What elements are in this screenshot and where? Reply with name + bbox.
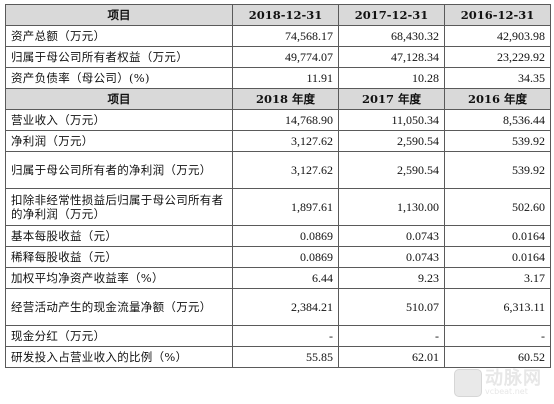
row-label: 归属于母公司所有者权益（万元） [5,46,233,68]
header-cell: 2016 年度 [444,88,551,110]
value-cell: 11.91 [232,67,339,89]
financial-summary-table: 项目 2018-12-31 2017-12-31 2016-12-31 资产总额… [5,4,551,368]
table-header-row: 项目 2018-12-31 2017-12-31 2016-12-31 [5,4,551,26]
row-label: 资产负债率（母公司）(%) [5,67,233,89]
row-label: 稀释每股收益（元） [5,246,233,268]
value-cell: 1,897.61 [232,188,339,226]
table-row: 资产总额（万元） 74,568.17 68,430.32 42,903.98 [5,25,551,47]
row-label: 净利润（万元） [5,130,233,152]
watermark-text: 动脉网 vcbeat.net [485,370,542,396]
value-cell: 0.0743 [338,246,445,268]
table-row: 归属于母公司所有者权益（万元） 49,774.07 47,128.34 23,2… [5,46,551,68]
row-label: 现金分红（万元） [5,325,233,347]
row-label: 扣除非经常性损益后归属于母公司所有者的净利润（万元） [5,188,233,226]
value-cell: 60.52 [444,346,551,368]
row-label: 资产总额（万元） [5,25,233,47]
value-cell: 23,229.92 [444,46,551,68]
header-cell: 2018 年度 [232,88,339,110]
row-label: 经营活动产生的现金流量净额（万元） [5,288,233,326]
table-row: 基本每股收益（元） 0.0869 0.0743 0.0164 [5,225,551,247]
value-cell: 10.28 [338,67,445,89]
value-cell: 2,590.54 [338,130,445,152]
value-cell: 539.92 [444,151,551,189]
table-row: 稀释每股收益（元） 0.0869 0.0743 0.0164 [5,246,551,268]
table-row: 经营活动产生的现金流量净额（万元） 2,384.21 510.07 6,313.… [5,288,551,326]
table-header-row: 项目 2018 年度 2017 年度 2016 年度 [5,88,551,110]
value-cell: - [338,325,445,347]
value-cell: 49,774.07 [232,46,339,68]
table-row: 研发投入占营业收入的比例（%） 55.85 62.01 60.52 [5,346,551,368]
value-cell: 42,903.98 [444,25,551,47]
value-cell: 62.01 [338,346,445,368]
row-label: 营业收入（万元） [5,109,233,131]
value-cell: - [232,325,339,347]
financial-table-frame: 项目 2018-12-31 2017-12-31 2016-12-31 资产总额… [5,4,551,400]
table-row: 净利润（万元） 3,127.62 2,590.54 539.92 [5,130,551,152]
table-row: 资产负债率（母公司）(%) 11.91 10.28 34.35 [5,67,551,89]
value-cell: 6,313.11 [444,288,551,326]
value-cell: 74,568.17 [232,25,339,47]
value-cell: 0.0869 [232,246,339,268]
value-cell: 0.0164 [444,246,551,268]
value-cell: 0.0164 [444,225,551,247]
value-cell: 510.07 [338,288,445,326]
value-cell: 55.85 [232,346,339,368]
value-cell: 9.23 [338,267,445,289]
value-cell: 6.44 [232,267,339,289]
value-cell: 3,127.62 [232,130,339,152]
value-cell: 3,127.62 [232,151,339,189]
table-row: 扣除非经常性损益后归属于母公司所有者的净利润（万元） 1,897.61 1,13… [5,188,551,226]
value-cell: 0.0743 [338,225,445,247]
value-cell: - [444,325,551,347]
value-cell: 11,050.34 [338,109,445,131]
value-cell: 14,768.90 [232,109,339,131]
header-cell: 项目 [5,88,233,110]
watermark-logo-icon [454,369,482,397]
value-cell: 2,590.54 [338,151,445,189]
watermark: 动脉网 vcbeat.net [454,369,542,397]
row-label: 基本每股收益（元） [5,225,233,247]
header-cell: 2017 年度 [338,88,445,110]
header-cell: 项目 [5,4,233,26]
watermark-subtitle: vcbeat.net [485,387,528,396]
header-cell: 2018-12-31 [232,4,339,26]
value-cell: 539.92 [444,130,551,152]
header-cell: 2017-12-31 [338,4,445,26]
row-label: 归属于母公司所有者的净利润（万元） [5,151,233,189]
value-cell: 3.17 [444,267,551,289]
table-row: 归属于母公司所有者的净利润（万元） 3,127.62 2,590.54 539.… [5,151,551,189]
row-label: 研发投入占营业收入的比例（%） [5,346,233,368]
watermark-title: 动脉网 [485,368,542,389]
table-row: 加权平均净资产收益率（%） 6.44 9.23 3.17 [5,267,551,289]
row-label: 加权平均净资产收益率（%） [5,267,233,289]
value-cell: 47,128.34 [338,46,445,68]
table-row: 营业收入（万元） 14,768.90 11,050.34 8,536.44 [5,109,551,131]
header-cell: 2016-12-31 [444,4,551,26]
value-cell: 502.60 [444,188,551,226]
value-cell: 8,536.44 [444,109,551,131]
table-row: 现金分红（万元） - - - [5,325,551,347]
value-cell: 2,384.21 [232,288,339,326]
value-cell: 34.35 [444,67,551,89]
value-cell: 68,430.32 [338,25,445,47]
value-cell: 0.0869 [232,225,339,247]
value-cell: 1,130.00 [338,188,445,226]
